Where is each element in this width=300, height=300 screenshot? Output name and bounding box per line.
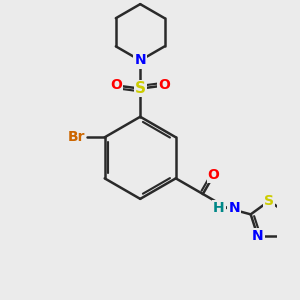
Text: N: N (134, 53, 146, 68)
Text: O: O (110, 79, 122, 92)
Text: O: O (208, 168, 220, 182)
Text: S: S (135, 81, 146, 96)
Text: O: O (158, 79, 170, 92)
Text: S: S (264, 194, 274, 208)
Text: H: H (213, 201, 224, 215)
Text: N: N (229, 201, 240, 215)
Text: N: N (252, 229, 264, 243)
Text: Br: Br (68, 130, 85, 144)
